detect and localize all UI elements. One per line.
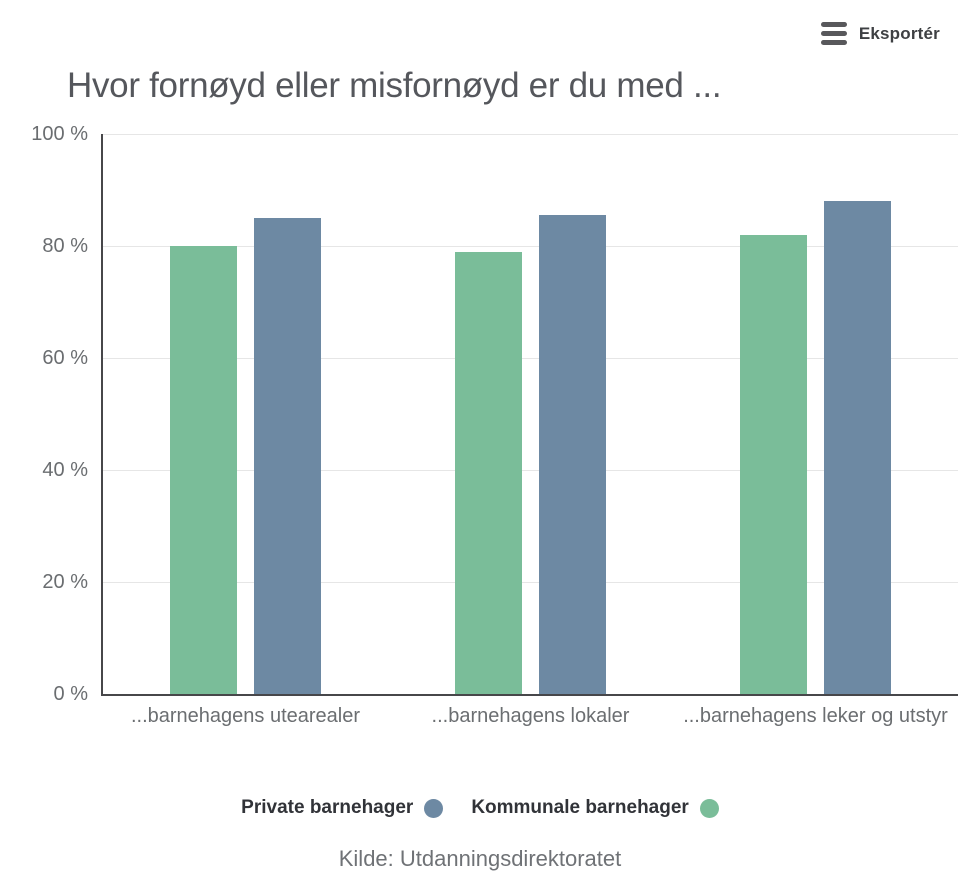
bar-private[interactable]	[254, 218, 321, 694]
bar-kommunale[interactable]	[740, 234, 807, 694]
y-tick-label: 100 %	[31, 123, 88, 145]
bar-kommunale[interactable]	[170, 246, 237, 694]
bar-group	[103, 134, 388, 694]
x-axis-line	[101, 694, 958, 696]
y-axis-line	[101, 134, 103, 696]
legend-item-label: Private barnehager	[241, 797, 414, 818]
legend: Private barnehager Kommunale barnehager	[0, 797, 960, 819]
gridline	[103, 358, 958, 359]
bar-group	[673, 134, 958, 694]
gridline	[103, 246, 958, 247]
chart-title: Hvor fornøyd eller misfornøyd er du med …	[67, 66, 722, 105]
legend-marker-icon	[699, 798, 719, 818]
x-category-label: ...barnehagens leker og utstyr	[683, 705, 948, 727]
y-tick-label: 60 %	[42, 347, 88, 369]
source-credit: Kilde: Utdanningsdirektoratet	[338, 846, 622, 871]
y-tick-label: 80 %	[42, 235, 88, 257]
gridline	[103, 470, 958, 471]
gridline	[103, 582, 958, 583]
export-button[interactable]: Eksportér	[820, 22, 940, 45]
x-category-label: ...barnehagens utearealer	[130, 705, 361, 727]
legend-marker-icon	[424, 798, 444, 818]
legend-item[interactable]: Kommunale barnehager	[471, 797, 719, 819]
hamburger-menu-icon	[820, 22, 847, 45]
bar-kommunale[interactable]	[455, 251, 522, 694]
export-button-label: Eksportér	[858, 23, 940, 43]
x-category-label: ...barnehagens lokaler	[431, 705, 630, 727]
bar-private[interactable]	[824, 201, 891, 694]
gridline	[103, 134, 958, 135]
bar-private[interactable]	[539, 215, 606, 694]
bar-group	[388, 134, 673, 694]
legend-item[interactable]: Private barnehager	[241, 797, 444, 819]
y-tick-label: 40 %	[42, 459, 88, 481]
y-tick-label: 0 %	[53, 683, 88, 705]
y-tick-label: 20 %	[42, 571, 88, 593]
plot-area	[101, 134, 958, 696]
legend-item-label: Kommunale barnehager	[471, 797, 689, 818]
